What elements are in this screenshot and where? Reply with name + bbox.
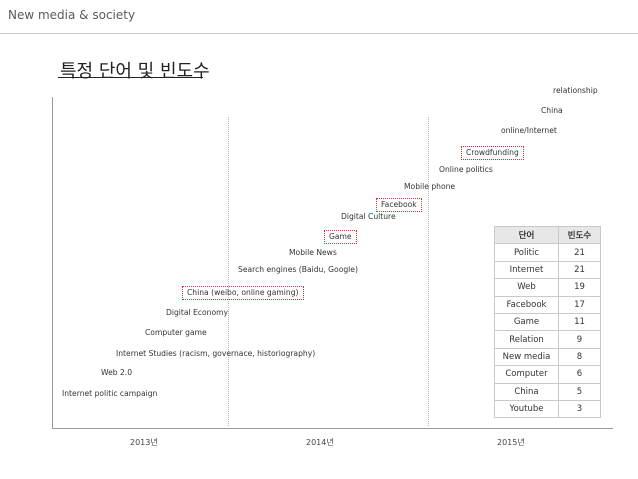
timeline-term: Mobile News	[289, 248, 337, 257]
timeline-term: Internet Studies (racism, governace, his…	[116, 349, 316, 358]
frequency-table: 단어 빈도수 Politic 21 Internet 21 Web 19 Facebook 1…	[494, 225, 601, 419]
frequency-cell: 19	[558, 278, 601, 297]
frequency-cell: 17	[558, 295, 601, 314]
table-row: China 5	[494, 382, 601, 401]
year-label-2013: 2013년	[130, 438, 158, 447]
word-cell: Game	[494, 312, 559, 332]
word-cell: Youtube	[494, 399, 559, 419]
timeline-term: Game	[324, 230, 357, 244]
year-label-2015: 2015년	[497, 438, 525, 447]
frequency-cell: 21	[558, 260, 601, 280]
table-row: Web 19	[494, 278, 601, 297]
word-cell: Politic	[494, 243, 559, 262]
year-label-2014: 2014년	[306, 438, 334, 447]
word-cell: Internet	[494, 260, 559, 280]
frequency-cell: 3	[558, 399, 601, 419]
word-cell: Web	[494, 278, 559, 297]
table-row: Facebook 17	[494, 295, 601, 314]
word-cell: Facebook	[494, 295, 559, 314]
table-row: Politic 21	[494, 243, 601, 262]
table-header-row: 단어 빈도수	[494, 225, 601, 245]
header-word: 단어	[494, 225, 559, 245]
slide-title: 특정 단어 및 빈도수	[60, 61, 210, 82]
frequency-cell: 9	[558, 330, 601, 349]
table-row: Youtube 3	[494, 399, 601, 419]
header-frequency: 빈도수	[558, 225, 601, 245]
table-row: Internet 21	[494, 260, 601, 280]
frequency-cell: 21	[558, 243, 601, 262]
timeline-term: Search engines (Baidu, Google)	[238, 265, 358, 274]
title-underline	[58, 77, 203, 78]
timeline-term: Digital Economy	[166, 308, 229, 317]
timeline-term: Internet politic campaign	[62, 389, 158, 398]
header-divider	[0, 33, 638, 34]
timeline-term: Online politics	[439, 165, 493, 174]
timeline-term: China	[541, 106, 563, 115]
timeline-term: Mobile phone	[404, 182, 456, 191]
timeline-chart-frame	[52, 97, 613, 429]
section-header: New media & society	[8, 8, 136, 22]
timeline-term: Computer game	[145, 328, 207, 337]
timeline-term: online/Internet	[501, 126, 557, 135]
table-row: Computer 6	[494, 365, 601, 384]
timeline-divider-2015	[428, 117, 429, 426]
timeline-term: China (weibo, online gaming)	[182, 286, 304, 300]
word-cell: Relation	[494, 330, 559, 349]
timeline-term: Crowdfunding	[461, 146, 524, 160]
timeline-term: Web 2.0	[101, 368, 133, 377]
word-cell: Computer	[494, 365, 559, 384]
timeline-term: Facebook	[376, 198, 422, 212]
frequency-cell: 5	[558, 382, 601, 401]
word-cell: China	[494, 382, 559, 401]
word-cell: New media	[494, 347, 559, 367]
table-row: Relation 9	[494, 330, 601, 349]
timeline-divider-2014	[228, 117, 229, 426]
frequency-cell: 8	[558, 347, 601, 367]
frequency-cell: 6	[558, 365, 601, 384]
timeline-term: Digital Culture	[341, 212, 396, 221]
table-row: Game 11	[494, 312, 601, 332]
frequency-cell: 11	[558, 312, 601, 332]
table-row: New media 8	[494, 347, 601, 367]
timeline-term: relationship	[553, 86, 598, 95]
